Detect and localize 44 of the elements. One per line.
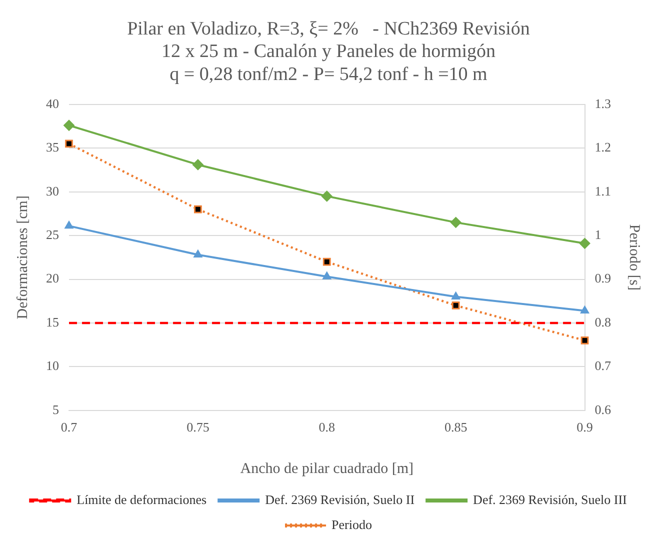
point	[322, 258, 331, 266]
point	[194, 205, 202, 214]
chart-title: Pilar en Voladizo, R=3, ξ= 2% - NCh2369 Revisión 12 x 25 m - Canalón y Paneles de hormigón q = 0,28 tonf/m2 - P= 54,2 tonf - h =10 m	[127, 18, 530, 85]
y-tick-label: 5	[52, 402, 59, 417]
y-tick-label: 15	[46, 314, 59, 330]
y2-tick-label: 0.6	[594, 402, 612, 417]
y-axis-title: Deformaciones [cm]	[14, 196, 31, 320]
point	[321, 190, 332, 202]
point	[580, 336, 589, 344]
x-tick-label: 0.8	[318, 420, 335, 435]
point	[579, 238, 590, 249]
point	[194, 250, 202, 258]
y2-tick-label: 0.8	[594, 314, 611, 330]
y2-tick-label: 1.1	[594, 183, 611, 198]
x-axis-title: Ancho de pilar cuadrado [m]	[240, 460, 414, 477]
point	[451, 292, 460, 300]
y-tick-label: 30	[46, 183, 59, 198]
x-tick-label: 0.75	[186, 420, 210, 435]
y-tick-label: 20	[46, 270, 59, 286]
y-tick-label: 35	[46, 140, 59, 155]
point	[65, 140, 73, 148]
y2-tick-label: 0.9	[594, 270, 611, 286]
x-tick-label: 0.7	[60, 420, 78, 435]
point	[322, 272, 332, 280]
y-tick-label: 25	[46, 226, 59, 242]
legend-label: Def. 2369 Revisión, Suelo III	[473, 492, 627, 507]
y2-tick-label: 1.2	[594, 140, 611, 155]
point	[64, 220, 74, 229]
legend-label: Def. 2369 Revisión, Suelo II	[265, 492, 415, 507]
point	[450, 216, 462, 228]
point	[192, 159, 204, 170]
y2-tick-label: 0.7	[594, 358, 612, 374]
x-tick-label: 0.9	[576, 420, 593, 435]
y2-axis-title: Periodo [s]	[626, 224, 642, 291]
legend-label: Límite de deformaciones	[76, 492, 207, 507]
point	[452, 302, 460, 310]
legend-label: Periodo	[332, 516, 372, 532]
y2-tick-label: 1.3	[594, 96, 611, 111]
point	[64, 120, 74, 131]
y2-tick-label: 1	[594, 226, 602, 242]
y-tick-label: 10	[46, 358, 59, 374]
x-tick-label: 0.85	[444, 420, 468, 435]
point	[580, 306, 590, 314]
y-tick-label: 40	[46, 96, 59, 111]
